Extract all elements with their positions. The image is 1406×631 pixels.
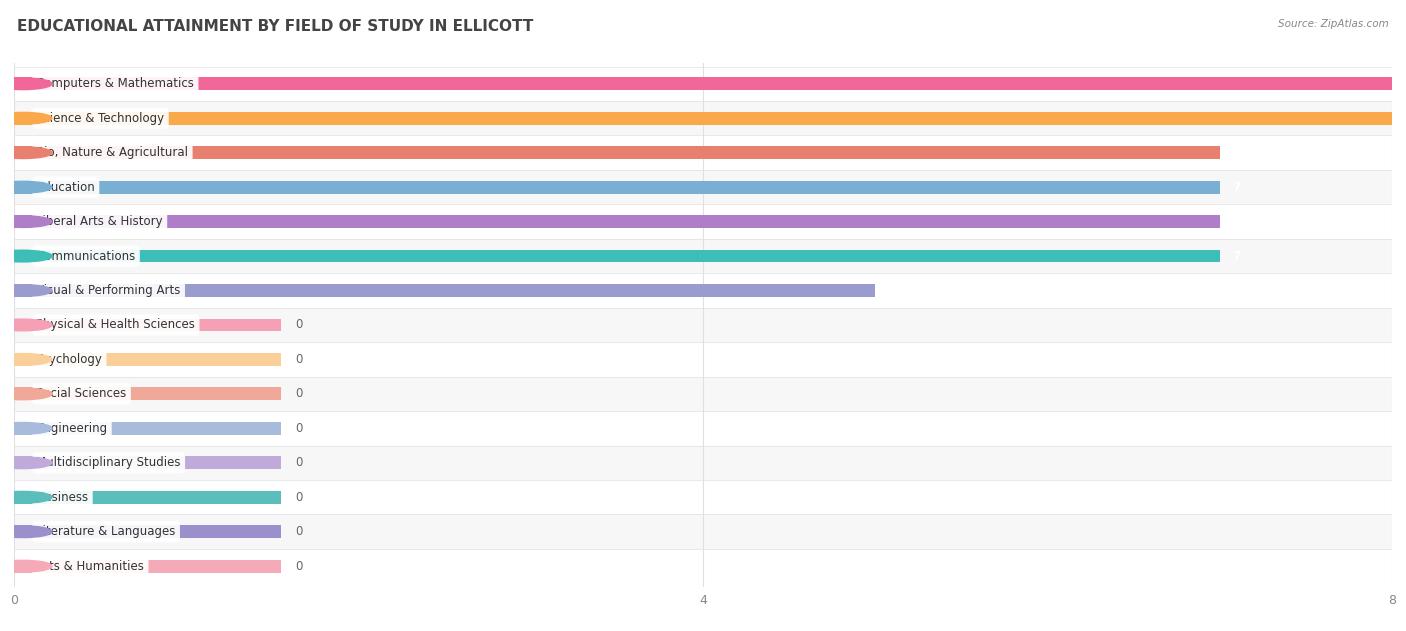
Text: Social Sciences: Social Sciences — [37, 387, 127, 401]
Circle shape — [0, 457, 52, 469]
Text: 0: 0 — [295, 353, 302, 366]
Text: Engineering: Engineering — [37, 422, 108, 435]
Circle shape — [0, 492, 52, 503]
Bar — [14, 514, 1392, 549]
Text: Bio, Nature & Agricultural: Bio, Nature & Agricultural — [37, 146, 188, 159]
Text: Communications: Communications — [37, 249, 136, 262]
Text: 0: 0 — [295, 422, 302, 435]
Bar — [14, 180, 1219, 194]
Text: 0: 0 — [295, 525, 302, 538]
Text: Arts & Humanities: Arts & Humanities — [37, 560, 145, 573]
Bar — [14, 284, 875, 297]
Text: Physical & Health Sciences: Physical & Health Sciences — [37, 319, 195, 331]
Circle shape — [0, 216, 52, 227]
Bar — [14, 377, 1392, 411]
Text: 0: 0 — [295, 387, 302, 401]
Bar — [14, 136, 1392, 170]
Circle shape — [0, 181, 52, 193]
Text: Source: ZipAtlas.com: Source: ZipAtlas.com — [1278, 19, 1389, 29]
Text: 7: 7 — [1232, 215, 1240, 228]
Text: Computers & Mathematics: Computers & Mathematics — [37, 77, 194, 90]
Bar — [14, 387, 281, 400]
Bar — [14, 353, 281, 366]
Text: 0: 0 — [295, 560, 302, 573]
Bar — [14, 204, 1392, 239]
Text: Psychology: Psychology — [37, 353, 103, 366]
Circle shape — [0, 78, 52, 90]
Text: Education: Education — [37, 180, 96, 194]
Bar — [14, 319, 281, 331]
Circle shape — [0, 285, 52, 297]
Circle shape — [0, 388, 52, 399]
Bar — [14, 239, 1392, 273]
Bar — [14, 250, 1219, 262]
Text: 5: 5 — [887, 284, 896, 297]
Bar — [14, 101, 1392, 136]
Bar — [14, 549, 1392, 584]
Bar — [14, 456, 281, 469]
Text: Literature & Languages: Literature & Languages — [37, 525, 176, 538]
Bar — [14, 112, 1392, 125]
Text: Liberal Arts & History: Liberal Arts & History — [37, 215, 163, 228]
Text: 8: 8 — [1405, 77, 1406, 90]
Circle shape — [0, 560, 52, 572]
Bar — [14, 146, 1219, 159]
Circle shape — [0, 251, 52, 262]
Bar — [14, 480, 1392, 514]
Bar — [14, 560, 281, 572]
Text: 7: 7 — [1232, 249, 1240, 262]
Text: EDUCATIONAL ATTAINMENT BY FIELD OF STUDY IN ELLICOTT: EDUCATIONAL ATTAINMENT BY FIELD OF STUDY… — [17, 19, 533, 34]
Text: 7: 7 — [1232, 180, 1240, 194]
Text: 0: 0 — [295, 456, 302, 469]
Text: Multidisciplinary Studies: Multidisciplinary Studies — [37, 456, 181, 469]
Circle shape — [0, 319, 52, 331]
Bar — [14, 445, 1392, 480]
Bar — [14, 66, 1392, 101]
Bar — [14, 215, 1219, 228]
Circle shape — [0, 112, 52, 124]
Bar — [14, 342, 1392, 377]
Circle shape — [0, 526, 52, 538]
Text: 0: 0 — [295, 319, 302, 331]
Bar — [14, 78, 1392, 90]
Bar — [14, 170, 1392, 204]
Text: Visual & Performing Arts: Visual & Performing Arts — [37, 284, 181, 297]
Text: 8: 8 — [1405, 112, 1406, 125]
Circle shape — [0, 423, 52, 434]
Text: 7: 7 — [1232, 146, 1240, 159]
Bar — [14, 411, 1392, 445]
Text: Business: Business — [37, 491, 89, 504]
Bar — [14, 491, 281, 504]
Bar — [14, 422, 281, 435]
Text: 0: 0 — [295, 491, 302, 504]
Bar — [14, 308, 1392, 342]
Bar — [14, 273, 1392, 308]
Circle shape — [0, 353, 52, 365]
Bar — [14, 525, 281, 538]
Text: Science & Technology: Science & Technology — [37, 112, 165, 125]
Circle shape — [0, 147, 52, 158]
